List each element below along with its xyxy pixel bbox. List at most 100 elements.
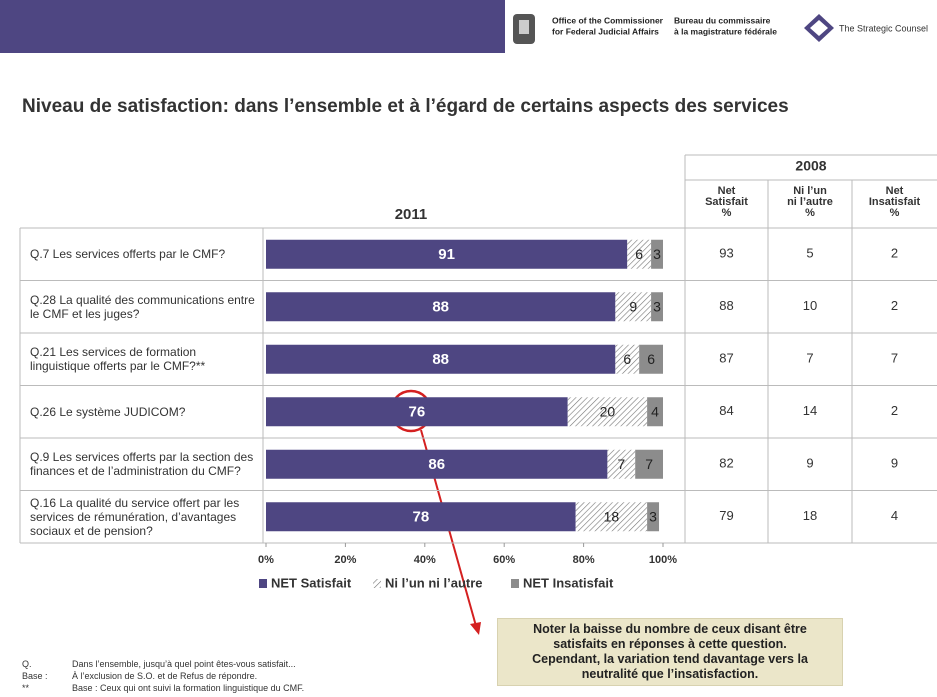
data-label: 76 xyxy=(409,404,426,421)
column-header: Insatisfait xyxy=(869,196,921,208)
org-fr: à la magistrature fédérale xyxy=(674,26,777,36)
bar-segment xyxy=(567,397,648,427)
callout-line: neutralité que l’insatisfaction. xyxy=(581,667,759,681)
table-cell: 88 xyxy=(719,298,733,313)
footnote-text: À l’exclusion de S.O. et de Refus de rép… xyxy=(72,671,258,681)
column-header: Net xyxy=(718,185,736,197)
data-label: 4 xyxy=(651,403,659,419)
column-header: % xyxy=(805,207,815,219)
bar-segment xyxy=(266,292,616,322)
table-cell: 9 xyxy=(891,456,898,471)
header-band xyxy=(0,0,505,53)
chart-subtitle: 2011 xyxy=(395,206,428,223)
x-tick-label: 60% xyxy=(493,554,515,566)
table-cell: 18 xyxy=(803,508,817,523)
legend-label: NET Insatisfait xyxy=(523,575,614,590)
x-tick-label: 20% xyxy=(334,554,356,566)
data-label: 91 xyxy=(438,246,455,263)
chart-title: Niveau de satisfaction: dans l’ensemble … xyxy=(22,96,789,117)
data-label: 88 xyxy=(432,299,449,316)
data-label: 20 xyxy=(600,403,616,419)
category-label: Q.21 Les services de formation linguisti… xyxy=(30,345,206,374)
x-tick-label: 40% xyxy=(414,554,436,566)
legend-swatch xyxy=(373,579,381,588)
data-label: 7 xyxy=(645,456,653,472)
bar-segment xyxy=(266,397,568,427)
category-label: Q.16 La qualité du service offert par le… xyxy=(30,495,240,538)
bar-segment xyxy=(651,239,663,269)
table-cell: 79 xyxy=(719,508,733,523)
column-header: % xyxy=(890,207,900,219)
bar-segment xyxy=(647,397,663,427)
bar-segment xyxy=(266,449,608,479)
footnote-text: Base : Ceux qui ont suivi la formation l… xyxy=(72,683,305,693)
callout-line: satisfaits en réponses à cette question. xyxy=(553,637,787,651)
legend-swatch xyxy=(259,579,267,588)
data-label: 86 xyxy=(428,456,445,473)
table-cell: 87 xyxy=(719,351,733,366)
x-tick-label: 0% xyxy=(258,554,274,566)
table-cell: 84 xyxy=(719,403,733,418)
data-label: 78 xyxy=(412,509,429,526)
bar-segment xyxy=(627,239,652,269)
bar-segment xyxy=(651,292,663,322)
data-label: 3 xyxy=(653,298,661,314)
bar-segment xyxy=(266,239,628,269)
org-fr: Bureau du commissaire xyxy=(674,15,771,25)
bar-segment xyxy=(647,502,660,532)
table-cell: 14 xyxy=(803,403,817,418)
table-cell: 82 xyxy=(719,456,733,471)
firm-logo xyxy=(804,14,834,42)
x-tick-label: 100% xyxy=(649,554,677,566)
legend-label: Ni l’un ni l’autre xyxy=(385,575,483,590)
table-cell: 93 xyxy=(719,246,733,261)
category-label: Q.9 Les services offerts par la section … xyxy=(30,450,254,479)
table-cell: 7 xyxy=(806,351,813,366)
data-label: 9 xyxy=(629,298,637,314)
table-cell: 5 xyxy=(806,246,813,261)
table-cell: 4 xyxy=(891,508,898,523)
table-cell: 2 xyxy=(891,403,898,418)
firm-name: The Strategic Counsel xyxy=(839,23,928,33)
bar-segment xyxy=(607,449,636,479)
column-header: % xyxy=(722,207,732,219)
org-en: for Federal Judicial Affairs xyxy=(552,26,659,36)
data-label: 6 xyxy=(635,246,643,262)
callout-line: Cependant, la variation tend davantage v… xyxy=(532,652,808,666)
org-en: Office of the Commissioner xyxy=(552,15,664,25)
bar-segment xyxy=(615,292,652,322)
column-header: Satisfait xyxy=(705,196,748,208)
data-label: 6 xyxy=(623,351,631,367)
category-label: Q.7 Les services offerts par le CMF? xyxy=(30,247,226,262)
data-label: 88 xyxy=(432,351,449,368)
arrow-head xyxy=(470,622,481,635)
table-title: 2008 xyxy=(795,158,826,174)
bar-segment xyxy=(575,502,648,532)
bar-segment xyxy=(635,449,663,479)
column-header: Ni l’un xyxy=(793,185,827,197)
table-cell: 2 xyxy=(891,298,898,313)
category-label: Q.26 Le système JUDICOM? xyxy=(30,404,186,419)
column-header: ni l’autre xyxy=(787,196,833,208)
table-cell: 2 xyxy=(891,246,898,261)
data-label: 3 xyxy=(649,508,657,524)
bar-segment xyxy=(266,502,576,532)
legend-swatch xyxy=(511,579,519,588)
data-label: 6 xyxy=(647,351,655,367)
callout-line: Noter la baisse du nombre de ceux disant… xyxy=(533,622,807,636)
category-label: Q.28 La qualité des communications entre… xyxy=(30,292,255,321)
data-label: 18 xyxy=(604,508,620,524)
crest xyxy=(513,14,535,44)
callout-box: Noter la baisse du nombre de ceux disant… xyxy=(497,618,843,686)
column-header: Net xyxy=(886,185,904,197)
table-cell: 7 xyxy=(891,351,898,366)
bar-segment xyxy=(639,344,663,374)
legend-label: NET Satisfait xyxy=(271,575,352,590)
bar-segment xyxy=(266,344,616,374)
bar-segment xyxy=(615,344,640,374)
data-label: 3 xyxy=(653,246,661,262)
footnote-key: ** xyxy=(22,683,30,693)
x-tick-label: 80% xyxy=(573,554,595,566)
